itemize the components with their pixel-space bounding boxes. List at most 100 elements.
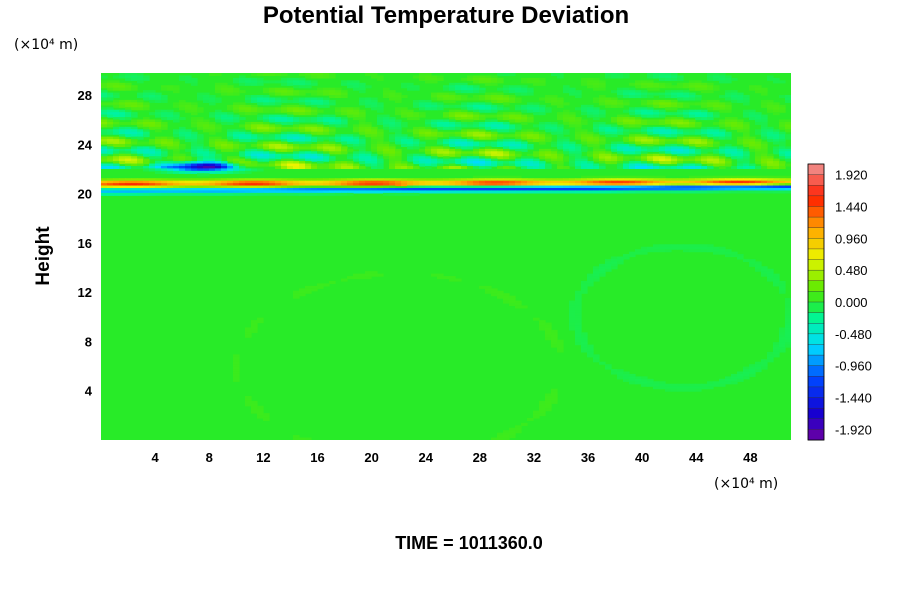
field-cell — [785, 153, 791, 157]
field-cell — [569, 151, 576, 155]
field-cell — [431, 153, 438, 157]
field-cell — [539, 82, 546, 86]
field-cell — [233, 165, 240, 170]
field-cell — [659, 386, 666, 390]
field-cell — [347, 276, 354, 280]
field-cell — [311, 131, 318, 135]
field-cell — [287, 156, 294, 160]
field-cell — [203, 92, 210, 96]
field-cell — [215, 90, 222, 94]
field-cell — [335, 109, 342, 113]
field-cell — [503, 190, 510, 194]
field-cell — [461, 129, 468, 133]
field-cell — [635, 161, 642, 165]
field-cell — [737, 119, 744, 123]
field-cell — [317, 114, 324, 118]
field-cell — [515, 143, 522, 147]
field-cell — [251, 80, 258, 84]
field-cell — [257, 153, 264, 157]
field-cell — [131, 185, 138, 189]
field-cell — [383, 156, 390, 160]
field-cell — [455, 165, 462, 170]
field-cell — [221, 87, 228, 91]
field-cell — [575, 158, 582, 162]
field-cell — [293, 107, 300, 111]
field-cell — [287, 192, 294, 196]
field-cell — [473, 187, 480, 192]
field-cell — [707, 161, 714, 165]
field-cell — [269, 156, 276, 160]
field-cell — [359, 114, 366, 118]
x-tick-label: 4 — [152, 450, 160, 465]
field-cell — [737, 158, 744, 162]
field-cell — [473, 185, 480, 189]
field-cell — [449, 161, 456, 165]
field-cell — [449, 117, 456, 121]
field-cell — [785, 317, 791, 321]
field-cell — [731, 251, 738, 255]
field-cell — [557, 75, 564, 79]
field-cell — [563, 151, 570, 155]
field-cell — [503, 73, 510, 77]
field-cell — [683, 185, 690, 189]
field-cell — [551, 339, 558, 343]
field-cell — [755, 183, 762, 187]
field-cell — [671, 121, 678, 125]
field-cell — [155, 170, 162, 174]
field-cell — [275, 107, 282, 111]
field-cell — [179, 170, 186, 174]
field-cell — [587, 183, 594, 187]
field-cell — [107, 141, 114, 145]
field-cell — [143, 75, 150, 79]
field-cell — [173, 185, 180, 189]
field-cell — [671, 77, 678, 81]
field-cell — [557, 146, 564, 150]
field-cell — [785, 126, 791, 130]
field-cell — [179, 117, 186, 121]
field-cell — [161, 168, 168, 172]
field-cell — [233, 170, 240, 174]
field-cell — [515, 124, 522, 128]
field-cell — [617, 187, 624, 192]
field-cell — [329, 151, 336, 155]
field-cell — [413, 112, 420, 116]
field-cell — [635, 163, 642, 167]
field-cell — [389, 146, 396, 150]
field-cell — [539, 405, 546, 409]
field-cell — [773, 342, 780, 346]
field-cell — [527, 183, 534, 187]
field-cell — [155, 124, 162, 128]
field-cell — [305, 129, 312, 133]
field-cell — [665, 165, 672, 170]
field-cell — [155, 192, 162, 196]
field-cell — [395, 97, 402, 101]
field-cell — [149, 180, 156, 184]
field-cell — [551, 161, 558, 165]
field-cell — [749, 261, 756, 265]
field-cell — [659, 156, 666, 160]
field-cell — [467, 117, 474, 121]
field-cell — [749, 366, 756, 370]
field-cell — [623, 87, 630, 91]
field-cell — [221, 119, 228, 123]
field-cell — [365, 163, 372, 167]
field-cell — [779, 95, 786, 99]
field-cell — [665, 383, 672, 387]
field-cell — [317, 75, 324, 79]
field-cell — [695, 124, 702, 128]
field-cell — [539, 413, 546, 417]
field-cell — [329, 87, 336, 91]
field-cell — [521, 165, 528, 170]
field-cell — [545, 158, 552, 162]
field-cell — [407, 185, 414, 189]
field-cell — [479, 102, 486, 106]
field-cell — [761, 90, 768, 94]
field-cell — [323, 180, 330, 184]
field-cell — [317, 187, 324, 192]
field-cell — [359, 190, 366, 194]
field-cell — [659, 383, 666, 387]
field-cell — [785, 334, 791, 338]
field-cell — [371, 158, 378, 162]
field-cell — [257, 190, 264, 194]
field-cell — [263, 190, 270, 194]
